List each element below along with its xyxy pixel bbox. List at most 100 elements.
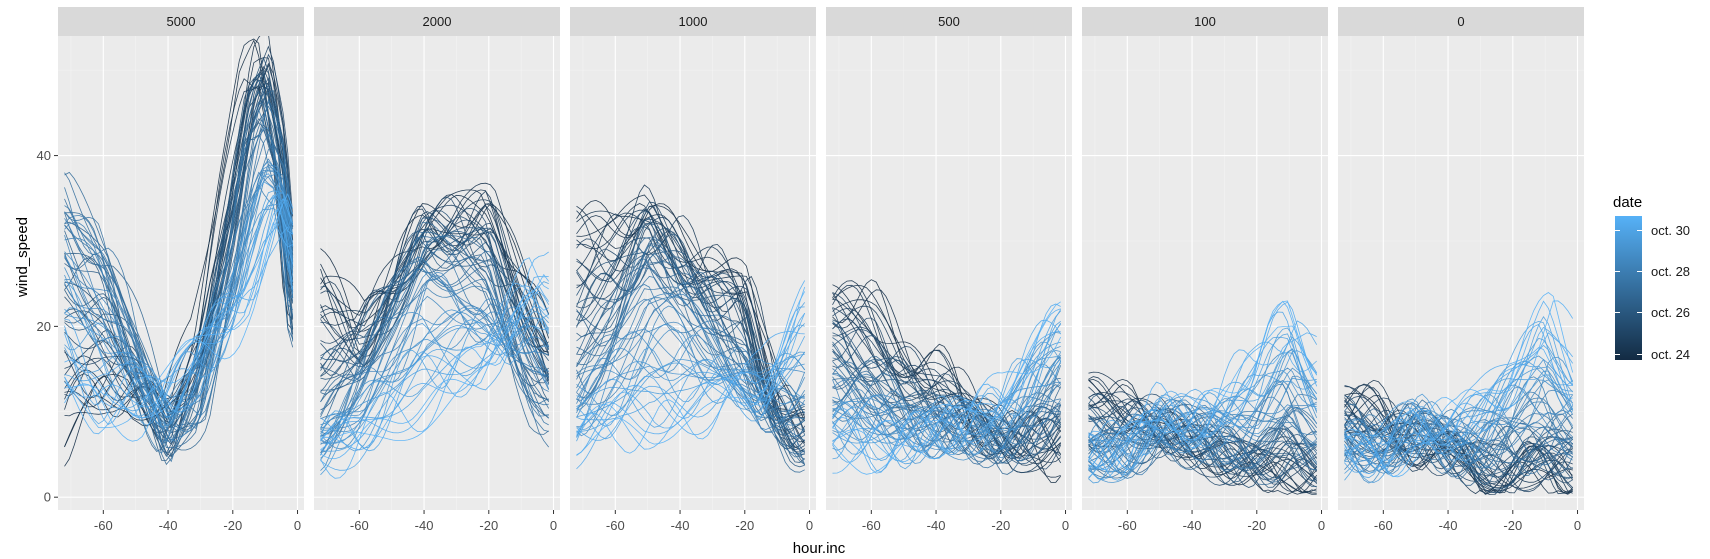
x-tick-label: -20 bbox=[223, 518, 242, 533]
date-series-line bbox=[1344, 316, 1574, 479]
date-series-line bbox=[1344, 332, 1574, 468]
date-series-line bbox=[576, 363, 805, 407]
date-series-line bbox=[1344, 300, 1574, 478]
date-series-line bbox=[320, 207, 549, 384]
date-series-line bbox=[1344, 397, 1574, 468]
date-series-line bbox=[320, 290, 550, 452]
x-tick-label: -20 bbox=[991, 518, 1010, 533]
date-series-line bbox=[1088, 336, 1317, 472]
date-series-line bbox=[832, 356, 1061, 464]
date-series-line bbox=[1344, 399, 1573, 483]
x-tick-label: 0 bbox=[294, 518, 301, 533]
date-series-line bbox=[64, 36, 294, 467]
date-series-line bbox=[576, 250, 805, 422]
panel-lines bbox=[1344, 292, 1574, 496]
date-series-line bbox=[1088, 336, 1318, 468]
date-series-line bbox=[320, 231, 549, 403]
x-tick-label: -20 bbox=[735, 518, 754, 533]
x-tick-label: -40 bbox=[671, 518, 690, 533]
y-tick-label: 20 bbox=[37, 319, 51, 334]
date-series-line bbox=[64, 98, 294, 463]
date-series-line bbox=[320, 204, 550, 377]
facet-strip-label: 2000 bbox=[423, 14, 452, 29]
date-series-line bbox=[576, 324, 805, 416]
date-series-line bbox=[832, 350, 1062, 440]
x-tick-label: -40 bbox=[415, 518, 434, 533]
axis-layer: -60 -40 -20 0 -60 -40 -20 0 -60 -40 -20 0 -60 -40 -20 0… bbox=[37, 148, 1582, 533]
date-series-line bbox=[832, 292, 1062, 474]
date-series-line bbox=[832, 335, 1062, 464]
date-series-line bbox=[320, 296, 549, 442]
date-series-line bbox=[1088, 352, 1318, 479]
date-series-line bbox=[576, 194, 806, 444]
date-series-line bbox=[1088, 396, 1317, 476]
x-tick-label: -40 bbox=[927, 518, 946, 533]
x-tick-label: -40 bbox=[159, 518, 178, 533]
y-axis-title: wind_speed bbox=[14, 217, 31, 298]
date-series-line bbox=[576, 233, 805, 463]
date-series-line bbox=[64, 194, 294, 408]
x-tick-label: 0 bbox=[806, 518, 813, 533]
date-series-line bbox=[576, 323, 805, 432]
x-tick-label: -60 bbox=[1118, 518, 1137, 533]
x-tick-label: -60 bbox=[1374, 518, 1393, 533]
facet-strip-label: 100 bbox=[1194, 14, 1216, 29]
date-series-line bbox=[576, 351, 805, 431]
date-series-line bbox=[576, 302, 806, 442]
panel-lines bbox=[576, 184, 806, 473]
date-series-line bbox=[1344, 344, 1573, 454]
date-series-line bbox=[64, 176, 294, 427]
x-tick-label: 0 bbox=[1062, 518, 1069, 533]
date-series-line bbox=[320, 313, 549, 476]
x-tick-label: -60 bbox=[350, 518, 369, 533]
date-series-line bbox=[576, 353, 805, 410]
date-series-line bbox=[576, 312, 806, 456]
date-series-line bbox=[1088, 311, 1317, 461]
date-series-line bbox=[320, 273, 550, 451]
x-tick-label: -40 bbox=[1183, 518, 1202, 533]
date-series-line bbox=[320, 199, 550, 351]
x-tick-label: -60 bbox=[862, 518, 881, 533]
date-series-line bbox=[64, 198, 294, 426]
date-series-line bbox=[576, 297, 805, 426]
date-series-line bbox=[1088, 348, 1318, 474]
date-series-line bbox=[1344, 320, 1574, 481]
x-axis-title: hour.inc bbox=[793, 540, 846, 557]
legend-label: oct. 30 bbox=[1651, 223, 1690, 238]
date-series-line bbox=[832, 331, 1061, 461]
x-tick-label: 0 bbox=[550, 518, 557, 533]
date-series-line bbox=[576, 321, 805, 399]
date-series-line bbox=[832, 308, 1061, 462]
date-series-line bbox=[1088, 380, 1317, 471]
date-series-line bbox=[1344, 358, 1574, 463]
facet-panel-1000: 1000 bbox=[570, 7, 816, 510]
facet-strip-label: 1000 bbox=[679, 14, 708, 29]
date-series-line bbox=[576, 336, 806, 441]
date-series-line bbox=[1344, 300, 1574, 475]
date-series-line bbox=[1344, 363, 1573, 471]
date-series-line bbox=[64, 53, 294, 399]
date-series-line bbox=[64, 193, 294, 418]
date-series-line bbox=[1088, 374, 1317, 476]
date-series-line bbox=[1088, 408, 1318, 474]
date-series-line bbox=[832, 307, 1061, 454]
date-series-line bbox=[320, 285, 549, 426]
panel-lines bbox=[320, 182, 550, 479]
date-series-line bbox=[576, 213, 806, 449]
date-series-line bbox=[1344, 422, 1573, 477]
date-series-line bbox=[576, 293, 806, 431]
x-tick-label: -40 bbox=[1439, 518, 1458, 533]
date-series-line bbox=[576, 328, 806, 418]
panel-lines bbox=[832, 279, 1062, 483]
legend-label: oct. 26 bbox=[1651, 305, 1690, 320]
facet-strip bbox=[1082, 7, 1328, 36]
date-series-line bbox=[320, 257, 549, 460]
date-series-line bbox=[1344, 370, 1574, 462]
date-series-line bbox=[832, 310, 1062, 465]
x-tick-label: -60 bbox=[94, 518, 113, 533]
date-series-line bbox=[832, 319, 1062, 463]
x-tick-label: -20 bbox=[1503, 518, 1522, 533]
date-series-line bbox=[64, 203, 294, 417]
date-series-line bbox=[1088, 376, 1318, 493]
date-series-line bbox=[320, 251, 549, 479]
